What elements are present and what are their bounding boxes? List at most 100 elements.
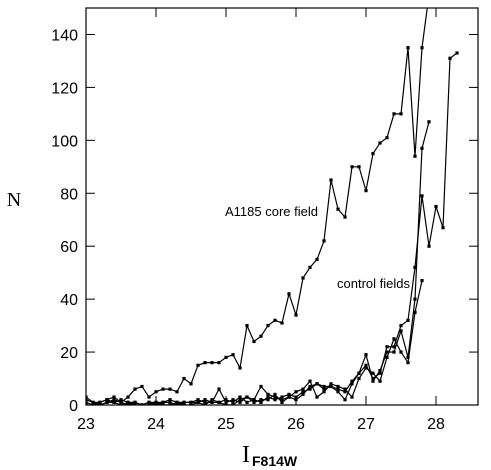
line: [86, 121, 430, 405]
point: [364, 366, 368, 370]
point: [245, 400, 249, 404]
point: [322, 387, 326, 391]
point: [364, 353, 368, 357]
y-tick-label: 20: [60, 345, 78, 362]
point: [231, 398, 235, 402]
point: [133, 400, 137, 404]
point: [287, 292, 291, 296]
point: [231, 403, 235, 405]
point: [196, 398, 200, 402]
point: [301, 390, 305, 394]
point: [315, 395, 319, 399]
point: [266, 395, 270, 399]
point: [266, 324, 270, 328]
point: [280, 400, 284, 404]
point: [413, 297, 417, 301]
point: [245, 324, 249, 328]
point: [86, 400, 88, 404]
point: [385, 136, 389, 140]
point: [203, 361, 207, 365]
point: [301, 276, 305, 280]
point: [168, 387, 172, 391]
point: [336, 207, 340, 211]
point: [119, 403, 123, 405]
point: [196, 363, 200, 367]
point: [399, 112, 403, 116]
point: [238, 395, 242, 399]
point: [455, 51, 459, 55]
point: [364, 363, 368, 367]
point: [287, 392, 291, 397]
point: [357, 165, 361, 169]
point: [86, 395, 88, 399]
point: [133, 387, 137, 391]
point: [329, 382, 333, 386]
point: [147, 403, 151, 405]
annotation: control fields: [337, 276, 410, 291]
point: [434, 204, 438, 209]
point: [308, 387, 312, 391]
point: [448, 56, 452, 60]
point: [420, 46, 424, 50]
point: [224, 355, 228, 359]
point: [119, 400, 123, 404]
point: [301, 392, 305, 397]
point: [182, 403, 186, 405]
point: [147, 400, 151, 404]
point: [273, 398, 277, 402]
point: [413, 154, 417, 158]
point: [140, 384, 144, 389]
point: [350, 382, 354, 386]
point: [259, 384, 263, 389]
x-tick-label: 23: [77, 416, 95, 433]
point: [378, 379, 382, 383]
point: [336, 390, 340, 394]
point: [189, 382, 193, 386]
point: [217, 387, 221, 391]
y-tick-label: 0: [69, 398, 78, 415]
x-axis-label-subscript: F814W: [252, 453, 298, 469]
point: [182, 400, 186, 404]
point: [126, 395, 130, 399]
point: [189, 403, 193, 405]
point: [238, 400, 242, 404]
point: [210, 398, 214, 402]
point: [140, 403, 144, 405]
point: [427, 120, 431, 124]
point: [259, 334, 263, 338]
point: [175, 403, 179, 405]
point: [371, 376, 375, 381]
point: [315, 382, 319, 386]
point: [280, 398, 284, 402]
point: [392, 345, 396, 349]
point: [231, 400, 235, 404]
point: [168, 400, 172, 404]
point: [343, 387, 347, 391]
point: [161, 400, 165, 404]
point: [105, 400, 109, 404]
point: [126, 400, 130, 404]
point: [308, 379, 312, 383]
line: [86, 8, 428, 404]
point: [203, 400, 207, 404]
point: [378, 371, 382, 375]
point: [91, 400, 95, 404]
point: [399, 324, 403, 328]
point: [427, 244, 431, 248]
y-tick-label: 140: [51, 27, 78, 44]
point: [98, 400, 102, 404]
plot-frame: [85, 7, 479, 406]
x-tick-label: 28: [427, 416, 445, 433]
annotation: A1185 core field: [225, 204, 318, 219]
point: [322, 239, 326, 243]
point: [357, 376, 361, 381]
point: [161, 387, 165, 391]
y-tick-label: 60: [60, 239, 78, 256]
point: [231, 353, 235, 357]
point: [252, 398, 256, 402]
point: [329, 178, 333, 182]
point: [168, 398, 172, 402]
point: [308, 384, 312, 389]
point: [259, 398, 263, 402]
point: [280, 321, 284, 325]
